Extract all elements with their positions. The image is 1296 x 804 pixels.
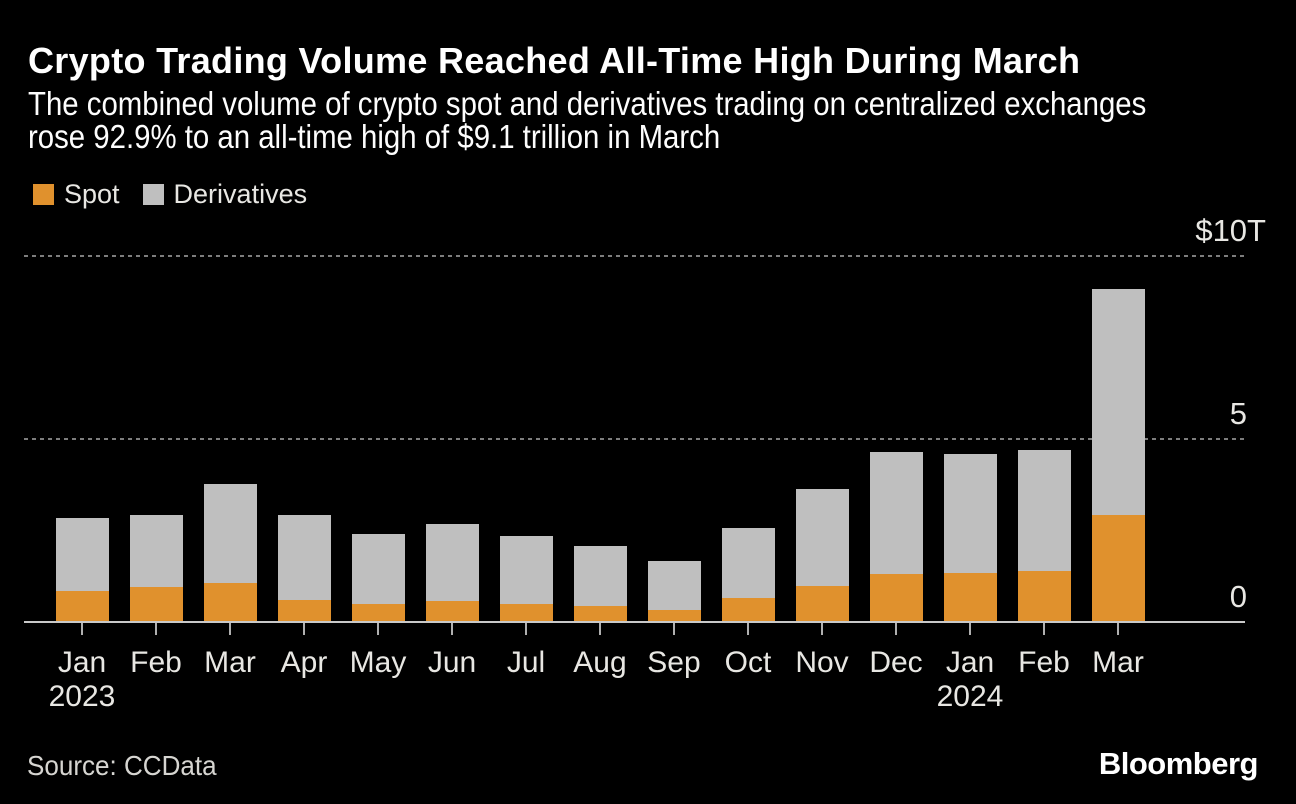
bar-group-jan-0 [55,518,109,623]
x-axis-tick-7 [599,623,601,635]
bar-group-aug-7 [573,546,627,623]
legend-label-spot: Spot [64,179,120,209]
bar-segment-spot-jul-6 [499,604,553,623]
bar-group-feb-13 [1017,450,1071,623]
bar-segment-derivatives-apr-3 [277,515,331,600]
x-axis-label-nov-10: Nov [795,646,849,679]
bar-segment-derivatives-sep-8 [647,561,701,610]
chart-subtitle-line1: The combined volume of crypto spot and d… [28,85,1147,122]
x-axis-label-mar-2: Mar [204,646,256,679]
x-axis-label-may-4: May [349,646,407,679]
spot-swatch-icon [33,184,54,205]
bar-group-may-4 [351,534,405,623]
x-axis-tick-1 [155,623,157,635]
x-axis-label-apr-3: Apr [280,646,328,679]
gridline-10 [24,255,1244,257]
x-axis-label-mar-14: Mar [1092,646,1144,679]
bar-group-dec-11 [869,452,923,623]
bar-segment-spot-mar-14 [1091,515,1145,623]
bar-segment-derivatives-aug-7 [573,546,627,606]
bar-group-apr-3 [277,515,331,623]
derivatives-swatch-icon [142,184,164,205]
bar-segment-derivatives-feb-1 [129,515,183,587]
bar-group-jul-6 [499,536,553,623]
y-axis-label-0: 0 [1229,579,1247,614]
bar-segment-spot-dec-11 [869,574,923,623]
x-axis-label-jan-12: Jan [945,646,995,679]
x-axis-tick-0 [81,623,83,635]
legend: Spot Derivatives [33,179,330,210]
x-axis-tick-4 [377,623,379,635]
bar-segment-derivatives-jul-6 [499,536,553,604]
x-axis-tick-2 [229,623,231,635]
bar-segment-spot-jun-5 [425,601,479,623]
x-axis-tick-8 [673,623,675,635]
x-axis-label-feb-1: Feb [130,646,182,679]
bar-segment-spot-feb-13 [1017,571,1071,623]
bar-group-feb-1 [129,515,183,623]
bloomberg-logo: Bloomberg [1098,746,1259,781]
bar-segment-derivatives-jan-0 [55,518,109,591]
bar-segment-derivatives-dec-11 [869,452,923,574]
bar-segment-spot-nov-10 [795,586,849,623]
x-axis-baseline [24,621,1245,623]
chart-title: Crypto Trading Volume Reached All-Time H… [28,40,1081,81]
bar-group-mar-2 [203,484,257,623]
bar-segment-spot-sep-8 [647,610,701,623]
bar-segment-derivatives-may-4 [351,534,405,604]
bar-group-jun-5 [425,524,479,623]
x-axis-label-jun-5: Jun [427,646,477,679]
bar-segment-spot-may-4 [351,604,405,623]
bar-segment-derivatives-mar-2 [203,484,257,583]
bar-segment-spot-jan-0 [55,591,109,623]
x-axis-tick-5 [451,623,453,635]
x-axis-year-label-2024: 2024 [936,680,1004,713]
x-axis-label-dec-11: Dec [869,646,923,679]
bar-segment-derivatives-oct-9 [721,528,775,598]
legend-item-spot: Spot [33,179,120,210]
x-axis-tick-12 [969,623,971,635]
gridline-5 [24,438,1244,440]
x-axis-label-jan-0: Jan [57,646,107,679]
x-axis-tick-3 [303,623,305,635]
source-note: Source: CCData [27,750,217,781]
x-axis-label-feb-13: Feb [1018,646,1070,679]
y-axis-label-10: $10T [1195,213,1266,248]
bar-group-nov-10 [795,489,849,623]
x-axis-label-jul-6: Jul [506,646,546,679]
legend-item-derivatives: Derivatives [142,179,308,210]
x-axis-year-label-2023: 2023 [48,680,116,713]
x-axis-tick-10 [821,623,823,635]
x-axis-label-sep-8: Sep [647,646,701,679]
bar-segment-derivatives-feb-13 [1017,450,1071,571]
bar-group-jan-12 [943,454,997,623]
x-axis-tick-11 [895,623,897,635]
bar-group-oct-9 [721,528,775,623]
bar-segment-spot-mar-2 [203,583,257,623]
x-axis-tick-6 [525,623,527,635]
x-axis-label-aug-7: Aug [573,646,627,679]
chart-subtitle-line2: rose 92.9% to an all-time high of $9.1 t… [28,118,721,155]
x-axis-tick-13 [1043,623,1045,635]
legend-label-derivatives: Derivatives [173,179,308,209]
bar-segment-derivatives-jan-12 [943,454,997,573]
bar-segment-derivatives-nov-10 [795,489,849,586]
bar-segment-spot-apr-3 [277,600,331,623]
x-axis-tick-9 [747,623,749,635]
x-axis-tick-14 [1117,623,1119,635]
bar-segment-spot-oct-9 [721,598,775,623]
bar-group-sep-8 [647,561,701,623]
x-axis-label-oct-9: Oct [724,646,772,679]
bar-group-mar-14 [1091,289,1145,623]
bar-segment-spot-aug-7 [573,606,627,623]
bar-segment-derivatives-mar-14 [1091,289,1145,515]
bar-segment-spot-feb-1 [129,587,183,623]
y-axis-label-5: 5 [1229,396,1247,431]
bar-segment-derivatives-jun-5 [425,524,479,601]
bar-segment-spot-jan-12 [943,573,997,623]
